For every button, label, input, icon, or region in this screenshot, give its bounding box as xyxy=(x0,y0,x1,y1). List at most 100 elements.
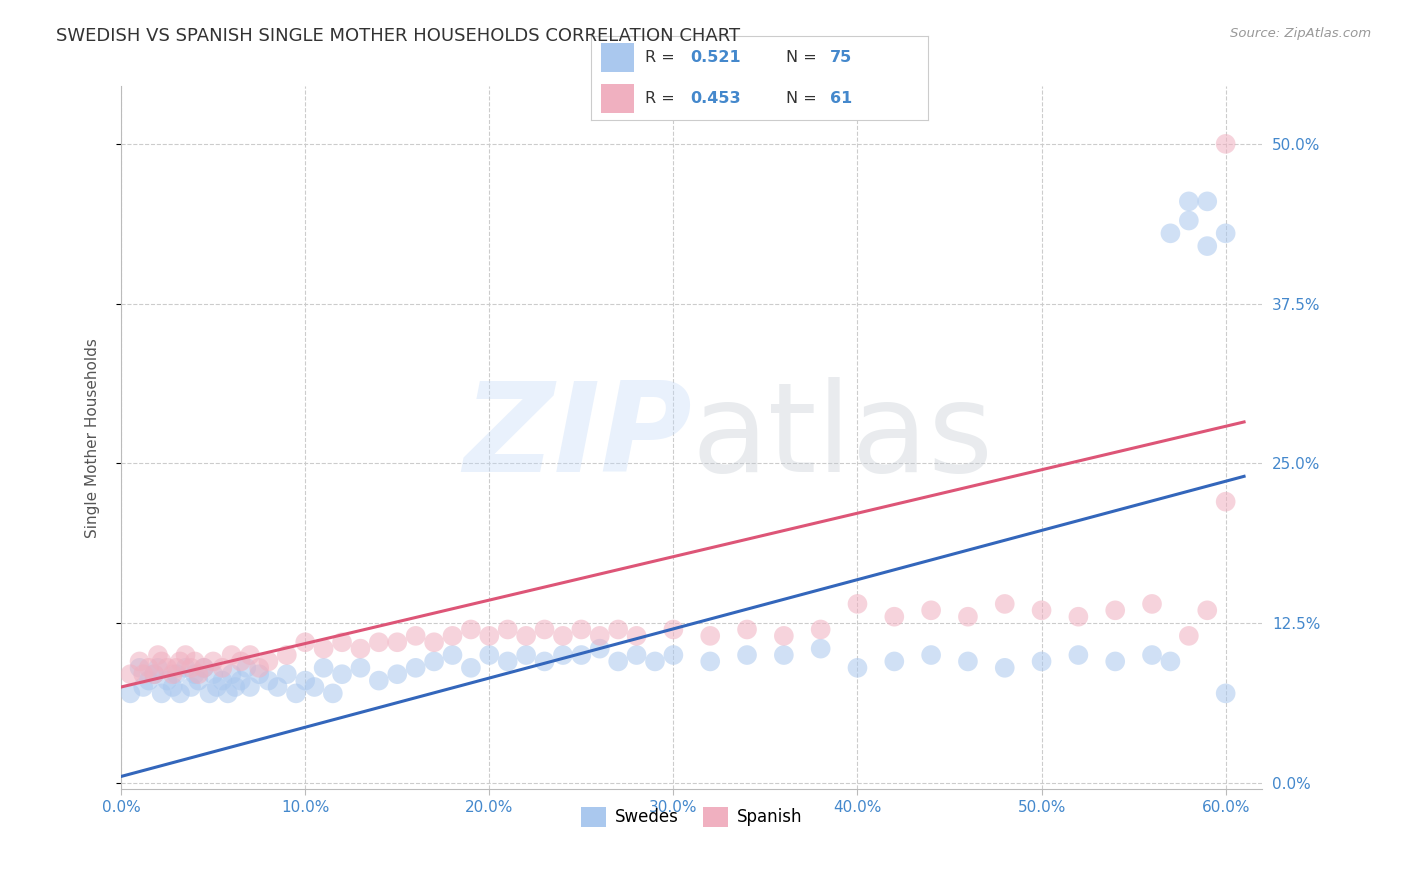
Point xyxy=(156,673,179,688)
Point xyxy=(441,629,464,643)
Point xyxy=(239,648,262,662)
Point xyxy=(478,629,501,643)
Point xyxy=(235,661,257,675)
Point xyxy=(229,673,252,688)
Point xyxy=(146,648,169,662)
Point xyxy=(221,648,243,662)
Point xyxy=(1067,648,1090,662)
Point xyxy=(138,661,160,675)
Point xyxy=(165,661,187,675)
Point xyxy=(496,623,519,637)
Point xyxy=(330,635,353,649)
Point xyxy=(156,661,179,675)
Point xyxy=(294,635,316,649)
Point xyxy=(247,661,270,675)
Point xyxy=(128,655,150,669)
Point xyxy=(423,635,446,649)
Text: N =: N = xyxy=(786,91,823,106)
Point xyxy=(994,597,1017,611)
Point xyxy=(551,629,574,643)
Point xyxy=(1197,194,1219,209)
Point xyxy=(229,655,252,669)
Point xyxy=(120,667,142,681)
Point xyxy=(1215,494,1237,508)
Point xyxy=(1215,136,1237,151)
Text: ZIP: ZIP xyxy=(463,377,692,499)
Point xyxy=(496,655,519,669)
Point xyxy=(533,623,555,637)
Point xyxy=(773,648,796,662)
Point xyxy=(276,648,298,662)
Point xyxy=(205,680,228,694)
Point xyxy=(699,629,721,643)
Point xyxy=(330,667,353,681)
Point xyxy=(143,667,166,681)
Text: 61: 61 xyxy=(830,91,852,106)
Point xyxy=(920,648,942,662)
Point xyxy=(184,655,207,669)
Point xyxy=(266,680,288,694)
Point xyxy=(1159,655,1181,669)
Point xyxy=(257,655,280,669)
Text: atlas: atlas xyxy=(692,377,994,499)
Point xyxy=(294,673,316,688)
Legend: Swedes, Spanish: Swedes, Spanish xyxy=(575,800,808,834)
Point xyxy=(150,686,173,700)
Text: R =: R = xyxy=(644,50,679,65)
Point xyxy=(169,686,191,700)
Point xyxy=(920,603,942,617)
Point xyxy=(247,667,270,681)
Point xyxy=(883,655,905,669)
Point xyxy=(1215,686,1237,700)
Point xyxy=(460,623,482,637)
Point xyxy=(150,655,173,669)
Point xyxy=(1031,655,1053,669)
Text: SWEDISH VS SPANISH SINGLE MOTHER HOUSEHOLDS CORRELATION CHART: SWEDISH VS SPANISH SINGLE MOTHER HOUSEHO… xyxy=(56,27,741,45)
Text: Source: ZipAtlas.com: Source: ZipAtlas.com xyxy=(1230,27,1371,40)
Point xyxy=(180,661,202,675)
Point xyxy=(132,680,155,694)
Point xyxy=(883,609,905,624)
Bar xyxy=(600,44,634,72)
Point xyxy=(349,641,371,656)
Point xyxy=(224,680,246,694)
Point xyxy=(846,597,869,611)
Point xyxy=(180,680,202,694)
Point xyxy=(515,648,537,662)
Point xyxy=(367,673,389,688)
Point xyxy=(162,667,184,681)
Point xyxy=(174,648,197,662)
Point xyxy=(221,667,243,681)
Point xyxy=(162,680,184,694)
Point xyxy=(626,648,648,662)
Point xyxy=(956,655,979,669)
Point xyxy=(304,680,326,694)
Point xyxy=(120,686,142,700)
Point xyxy=(589,629,612,643)
Point xyxy=(551,648,574,662)
Point xyxy=(187,673,209,688)
Point xyxy=(202,655,225,669)
Point xyxy=(276,667,298,681)
Point xyxy=(146,661,169,675)
Text: N =: N = xyxy=(786,50,823,65)
Point xyxy=(460,661,482,675)
Point xyxy=(1031,603,1053,617)
Point xyxy=(1104,603,1126,617)
Point xyxy=(1140,597,1163,611)
Point xyxy=(662,648,685,662)
Point xyxy=(174,661,197,675)
Bar xyxy=(600,84,634,112)
Point xyxy=(187,667,209,681)
Point xyxy=(239,680,262,694)
Point xyxy=(143,667,166,681)
Point xyxy=(349,661,371,675)
Y-axis label: Single Mother Households: Single Mother Households xyxy=(86,338,100,538)
Point xyxy=(956,609,979,624)
Text: 0.453: 0.453 xyxy=(690,91,741,106)
Point xyxy=(312,641,335,656)
Point xyxy=(810,623,832,637)
Point xyxy=(184,667,207,681)
Point xyxy=(846,661,869,675)
Point xyxy=(211,673,233,688)
